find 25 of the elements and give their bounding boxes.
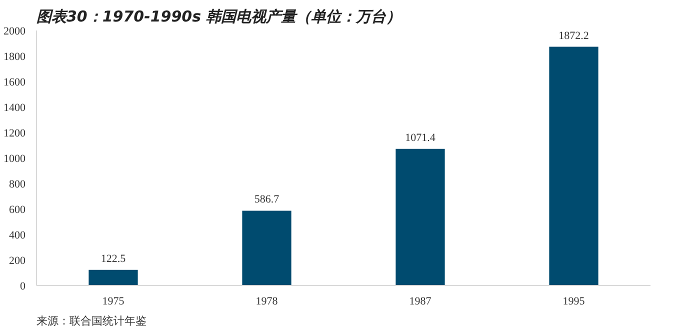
x-tick-label: 1995 bbox=[562, 296, 586, 308]
bar bbox=[88, 270, 138, 286]
data-label: 1071.4 bbox=[405, 132, 436, 144]
y-tick-label: 1600 bbox=[4, 76, 26, 88]
x-tick-label: 1987 bbox=[409, 296, 432, 308]
y-tick-label: 1800 bbox=[4, 51, 26, 63]
y-tick-label: 1000 bbox=[4, 153, 26, 165]
data-label: 586.7 bbox=[254, 194, 280, 206]
x-tick-label: 1975 bbox=[102, 296, 125, 308]
y-tick-label: 0 bbox=[20, 280, 26, 292]
y-tick-label: 1200 bbox=[4, 128, 26, 140]
y-tick-label: 2000 bbox=[4, 26, 26, 38]
bar bbox=[396, 148, 445, 286]
x-tick-label: 1978 bbox=[256, 296, 278, 308]
bar bbox=[549, 46, 598, 286]
source-note: 来源：联合国统计年鉴 bbox=[36, 314, 146, 328]
y-tick-label: 200 bbox=[9, 255, 26, 267]
data-label: 1872.2 bbox=[558, 30, 589, 42]
data-label: 122.5 bbox=[100, 252, 126, 265]
bar bbox=[242, 210, 292, 286]
y-tick-label: 800 bbox=[9, 178, 26, 190]
y-tick-label: 400 bbox=[9, 230, 26, 242]
chart-title: 图表30：1970-1990s 韩国电视产量（单位：万台） bbox=[36, 8, 402, 26]
y-tick-label: 1400 bbox=[4, 102, 26, 114]
y-tick-label: 600 bbox=[9, 204, 26, 216]
